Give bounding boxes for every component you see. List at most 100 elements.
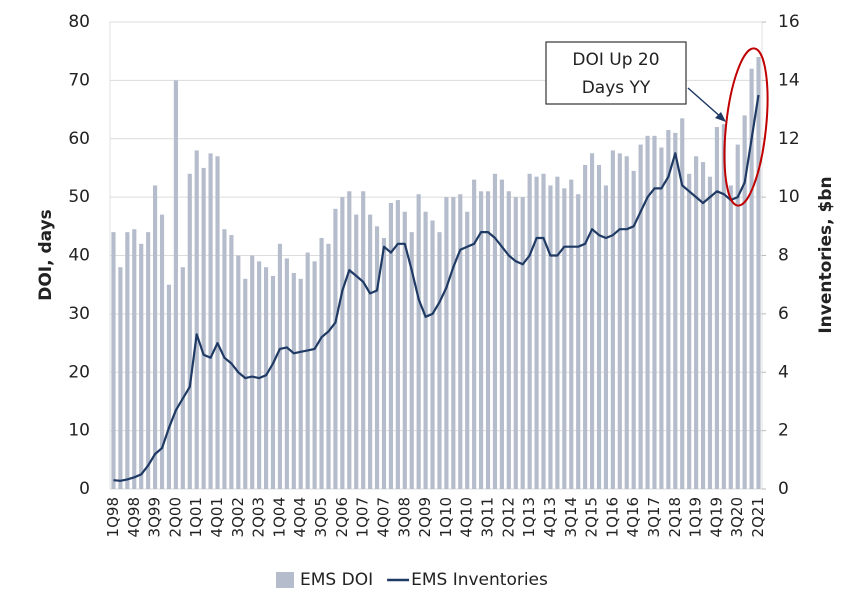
- bar: [728, 185, 733, 489]
- y-tick-label: 50: [68, 187, 90, 207]
- bar: [673, 132, 678, 489]
- bar: [479, 191, 484, 489]
- bar: [139, 243, 144, 489]
- bar: [492, 173, 498, 489]
- x-tick-label: 4Q07: [374, 497, 392, 537]
- x-tick-label: 1Q01: [187, 497, 205, 537]
- bar: [444, 197, 449, 489]
- y2-tick-label: 16: [778, 12, 800, 32]
- y2-tick-label: 6: [778, 304, 789, 324]
- bar: [707, 176, 713, 489]
- bar: [374, 226, 380, 489]
- x-tick-label: 3Q20: [728, 497, 746, 537]
- legend-label: EMS DOI: [300, 570, 373, 590]
- bar: [506, 191, 511, 489]
- y-tick-label: 20: [68, 362, 90, 382]
- bar: [277, 243, 283, 489]
- y2-tick-label: 14: [778, 70, 800, 90]
- bar: [250, 255, 255, 489]
- bar: [527, 173, 532, 489]
- bar: [645, 135, 650, 490]
- bar: [368, 214, 373, 489]
- bar: [312, 261, 317, 489]
- bar: [465, 211, 470, 489]
- x-tick-label: 3Q14: [562, 497, 580, 537]
- y-tick-label: 0: [79, 479, 90, 499]
- bar: [735, 144, 740, 489]
- bar: [617, 153, 622, 489]
- bar: [291, 273, 296, 489]
- x-tick-label: 3Q11: [479, 497, 497, 537]
- bar: [485, 191, 491, 489]
- x-tick-label: 2Q18: [666, 497, 684, 537]
- y2-tick-label: 2: [778, 421, 789, 441]
- x-tick-label: 2Q00: [166, 497, 184, 537]
- y-tick-label: 10: [68, 421, 90, 441]
- bar: [340, 197, 345, 489]
- bar: [146, 232, 151, 489]
- bar: [194, 150, 199, 490]
- bar: [319, 237, 324, 489]
- bar: [548, 185, 553, 489]
- bar: [416, 194, 421, 490]
- bar: [541, 173, 546, 489]
- bar: [333, 208, 338, 490]
- annotation-box: [545, 41, 687, 105]
- y-tick-label: 60: [68, 129, 90, 149]
- y2-axis-title: Inventories, $bn: [816, 176, 836, 333]
- line: [113, 94, 760, 482]
- bar: [458, 194, 463, 490]
- y-tick-label: 70: [68, 70, 90, 90]
- bar: [694, 156, 699, 489]
- bar: [208, 153, 213, 489]
- x-tick-label: 2Q03: [250, 497, 268, 537]
- y2-tick-label: 4: [778, 362, 789, 382]
- bar: [603, 185, 609, 489]
- bar: [437, 232, 442, 489]
- x-tick-label: 2Q06: [333, 497, 351, 537]
- x-tick-label: 2Q21: [749, 497, 767, 537]
- bar: [756, 57, 761, 490]
- bar: [638, 144, 643, 489]
- y2-tick-label: 0: [778, 479, 789, 499]
- y2-tick-label: 12: [778, 129, 800, 149]
- bar: [395, 200, 400, 489]
- bar: [187, 173, 192, 489]
- bar: [305, 252, 310, 489]
- bar: [610, 150, 615, 490]
- bar: [388, 202, 393, 489]
- bar: [430, 220, 435, 489]
- bar: [562, 188, 567, 489]
- bar: [215, 156, 220, 489]
- x-tick-label: 1Q13: [520, 497, 538, 537]
- bar: [631, 170, 636, 489]
- bar: [423, 211, 428, 489]
- x-tick-label: 2Q15: [583, 497, 601, 537]
- bar: [347, 191, 352, 489]
- bar: [298, 278, 303, 489]
- bar: [326, 243, 331, 489]
- bar: [721, 124, 726, 489]
- x-tick-label: 3Q08: [395, 497, 413, 537]
- x-tick-label: 1Q04: [270, 497, 288, 537]
- bar: [111, 232, 116, 489]
- bar: [263, 267, 269, 489]
- x-tick-label: 2Q12: [499, 497, 517, 537]
- annotation-arrow: [687, 87, 723, 119]
- x-tick-label: 4Q16: [624, 497, 642, 537]
- bar: [569, 179, 574, 490]
- bar: [700, 162, 706, 489]
- x-tick-label: 1Q19: [687, 497, 705, 537]
- bar: [257, 261, 262, 489]
- bar: [624, 156, 629, 489]
- x-tick-label: 1Q07: [354, 497, 372, 537]
- bar: [229, 235, 234, 489]
- bar: [354, 214, 359, 489]
- bar: [409, 232, 414, 489]
- bar: [381, 237, 387, 489]
- bar: [180, 267, 185, 489]
- bar: [132, 229, 137, 489]
- bar: [153, 185, 158, 489]
- bar: [361, 191, 366, 489]
